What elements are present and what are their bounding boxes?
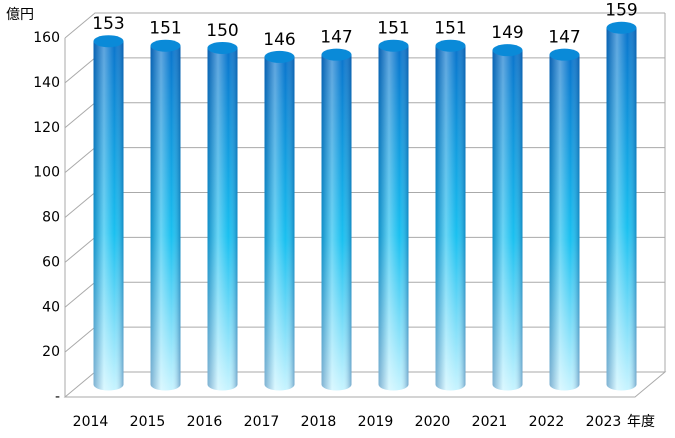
y-tick-label: 120 — [33, 120, 60, 136]
x-tick-label: 2015 — [130, 414, 166, 430]
y-tick-label: 160 — [33, 30, 60, 46]
bar-shade — [492, 50, 523, 391]
bar — [264, 50, 295, 391]
y-tick-label: 60 — [42, 254, 60, 270]
value-label: 151 — [377, 19, 409, 39]
bar-shade — [207, 47, 238, 391]
bar — [606, 21, 637, 391]
bar — [321, 48, 352, 391]
value-label: 146 — [263, 30, 295, 50]
bar — [207, 41, 238, 391]
bar-shade — [549, 54, 580, 391]
bar-shade — [264, 56, 295, 391]
value-label: 151 — [434, 19, 466, 39]
value-label: 147 — [548, 28, 580, 48]
bar-top — [492, 44, 523, 57]
value-label: 147 — [320, 28, 352, 48]
x-tick-label: 2019 — [358, 414, 394, 430]
value-label: 150 — [206, 21, 238, 41]
bar-shade — [321, 54, 352, 391]
x-tick-label: 2017 — [244, 414, 280, 430]
y-tick-label: 40 — [42, 299, 60, 315]
bar-top — [606, 21, 637, 34]
bar-top — [150, 39, 181, 52]
value-label: 149 — [491, 23, 523, 43]
y-tick-label: 140 — [33, 75, 60, 91]
bar-top — [435, 39, 466, 52]
y-tick-label: 20 — [42, 344, 60, 360]
x-tick-label: 2014 — [73, 414, 109, 430]
x-tick-label: 2022 — [529, 414, 565, 430]
y-unit-label: 億円 — [6, 7, 34, 23]
bar-top — [93, 35, 124, 48]
value-label: 159 — [605, 1, 637, 21]
bar-shade — [606, 27, 637, 391]
bar — [435, 39, 466, 391]
bar-shade — [93, 41, 124, 391]
x-tick-label: 2016 — [187, 414, 223, 430]
bar-shade — [435, 45, 466, 391]
value-label: 151 — [149, 19, 181, 39]
bar-shade — [150, 45, 181, 391]
bar — [549, 48, 580, 391]
y-tick-label: - — [55, 389, 60, 405]
bar — [492, 44, 523, 391]
grid-line — [64, 12, 665, 39]
x-tick-label: 2018 — [301, 414, 337, 430]
x-tick-label: 2023 — [586, 414, 622, 430]
bar-top — [321, 48, 352, 61]
y-tick-label: 100 — [33, 165, 60, 181]
y-tick-label: 80 — [42, 210, 60, 226]
bar-top — [378, 39, 409, 52]
x-unit-label: 年度 — [627, 414, 655, 430]
x-tick-label: 2021 — [472, 414, 508, 430]
bar-shade — [378, 45, 409, 391]
bar — [150, 39, 181, 391]
x-tick-label: 2020 — [415, 414, 451, 430]
bar-top — [549, 48, 580, 61]
bar — [93, 35, 124, 391]
bar-top — [207, 41, 238, 54]
bar — [378, 39, 409, 391]
value-label: 153 — [92, 14, 124, 34]
bar-top — [264, 50, 295, 63]
